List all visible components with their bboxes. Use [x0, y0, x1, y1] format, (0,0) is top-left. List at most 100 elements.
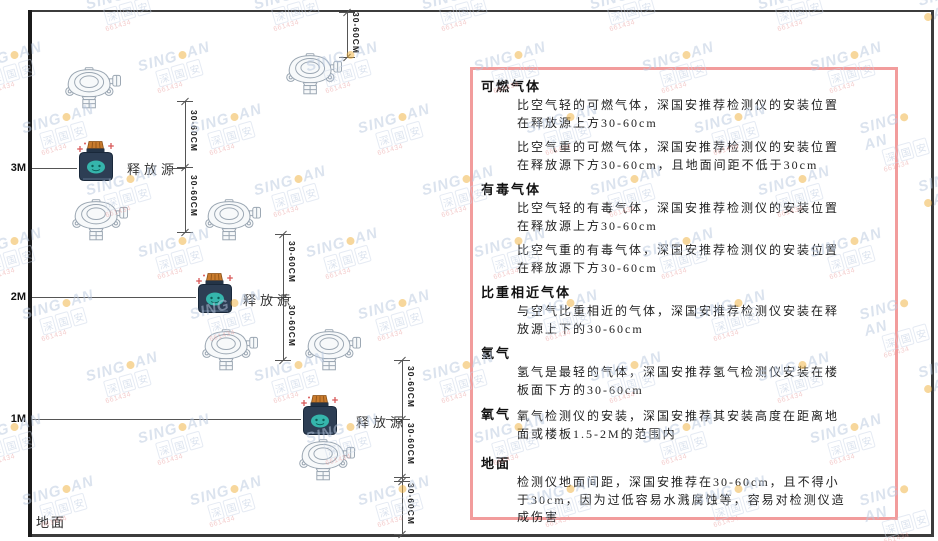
section-paragraph: 氢气是最轻的气体，深国安推荐氢气检测仪安装在楼板面下方的30-60cm: [517, 365, 840, 397]
watermark-cjk: 深国安: [154, 55, 217, 88]
gas-detector-icon: [202, 329, 258, 371]
watermark-cjk: 深国安: [0, 427, 49, 460]
gas-detector-icon: [72, 199, 128, 241]
release-source-label: 释放源: [356, 415, 408, 430]
brand-dot-icon: [9, 50, 20, 61]
watermark-cjk: 深国安: [154, 241, 217, 274]
watermark-cjk: 深国安: [606, 0, 669, 26]
watermark-code: 661434: [376, 329, 404, 344]
watermark-code: 661434: [208, 515, 236, 530]
watermark-cjk: 深国安: [38, 303, 101, 336]
watermark-cjk: 深国安: [206, 489, 269, 522]
release-source-icon: [77, 140, 115, 182]
dimension-label: 30-60CM: [351, 12, 361, 54]
level-line-1m: [32, 419, 301, 420]
section-paragraph: 检测仪地面间距，深国安推荐在30-60cm，且不得小于30cm，因为过低容易水溅…: [517, 475, 846, 524]
watermark-code: 661434: [883, 531, 911, 541]
release-source-label: 释放源: [127, 162, 179, 177]
dimension-line-2m: 30-60CM 30-60CM: [275, 230, 297, 365]
gas-detector-icon: [65, 67, 121, 109]
section-paragraph: 比空气重的可燃气体，深国安推荐检测仪的安装位置在释放源下方30-60cm，且地面…: [517, 140, 840, 172]
brand-dot-icon: [345, 236, 356, 247]
section-oxygen: 氧气 氧气检测仪的安装，深国安推荐其安装高度在距离地面或楼板1.5-2M的范围内: [481, 406, 887, 443]
gas-detector-icon: [299, 439, 355, 481]
watermark-code: 661434: [0, 453, 16, 468]
watermark-code: 661434: [104, 19, 132, 34]
watermark-cjk: 深国安: [374, 117, 437, 150]
section-heading: 有毒气体: [481, 182, 542, 197]
watermark-cjk: 深国安: [102, 365, 165, 398]
dimension-label: 30-60CM: [189, 175, 199, 217]
brand-dot-icon: [397, 298, 408, 309]
watermark-brand: SINGAN: [916, 354, 938, 396]
height-label-1m: 1M: [10, 413, 26, 425]
watermark-cjk: 深国安: [0, 241, 49, 274]
dimension-label: 30-60CM: [406, 483, 416, 525]
watermark-code: 661434: [272, 19, 300, 34]
ceiling-line: [28, 10, 934, 12]
brand-dot-icon: [125, 360, 136, 371]
level-line-2m: [32, 297, 196, 298]
right-border-line: [931, 10, 934, 537]
section-paragraph: 氧气检测仪的安装，深国安推荐其安装高度在距离地面或楼板1.5-2M的范围内: [517, 409, 840, 441]
section-ground: 地面 检测仪地面间距，深国安推荐在30-60cm，且不得小于30cm，因为过低容…: [481, 455, 887, 527]
brand-dot-icon: [61, 484, 72, 495]
watermark-code: 661434: [156, 81, 184, 96]
dimension-label: 30-60CM: [189, 110, 199, 152]
brand-dot-icon: [898, 484, 909, 495]
watermark-cjk: 深国安: [322, 241, 385, 274]
watermark-code: 661434: [40, 329, 68, 344]
section-heading: 比重相近气体: [481, 285, 572, 300]
info-panel: 可燃气体 比空气轻的可燃气体，深国安推荐检测仪的安装位置在释放源上方30-60c…: [470, 67, 898, 524]
brand-dot-icon: [898, 298, 909, 309]
ground-line: [28, 534, 934, 537]
section-heading: 氧气: [481, 407, 512, 422]
brand-dot-icon: [177, 422, 188, 433]
brand-dot-icon: [898, 112, 909, 123]
section-toxic-gas: 有毒气体 比空气轻的有毒气体，深国安推荐检测仪的安装位置在释放源上方30-60c…: [481, 181, 887, 277]
brand-dot-icon: [849, 50, 860, 61]
section-heading: 地面: [481, 456, 512, 471]
brand-dot-icon: [345, 422, 356, 433]
section-similar-density-gas: 比重相近气体 与空气比重相近的气体，深国安推荐检测仪安装在释放源上下的30-60…: [481, 284, 887, 338]
release-source-label: 释放源: [243, 293, 295, 308]
section-paragraph: 比空气轻的可燃气体，深国安推荐检测仪的安装位置在释放源上方30-60cm: [517, 98, 840, 130]
watermark-cjk: 深国安: [102, 0, 165, 26]
brand-dot-icon: [61, 298, 72, 309]
height-label-3m: 3M: [10, 162, 26, 174]
watermark-cjk: 深国安: [206, 117, 269, 150]
watermark-code: 661434: [0, 267, 16, 282]
watermark-code: 661434: [608, 19, 636, 34]
wall-line: [28, 10, 32, 537]
watermark-code: 661434: [776, 19, 804, 34]
brand-dot-icon: [61, 112, 72, 123]
watermark-code: 661434: [0, 81, 16, 96]
section-flammable-gas: 可燃气体 比空气轻的可燃气体，深国安推荐检测仪的安装位置在释放源上方30-60c…: [481, 78, 887, 174]
brand-dot-icon: [681, 50, 692, 61]
watermark-cjk: 深国安: [270, 179, 333, 212]
dimension-line-ceiling: 30-60CM: [339, 8, 361, 62]
ground-label: 地面: [36, 515, 67, 530]
